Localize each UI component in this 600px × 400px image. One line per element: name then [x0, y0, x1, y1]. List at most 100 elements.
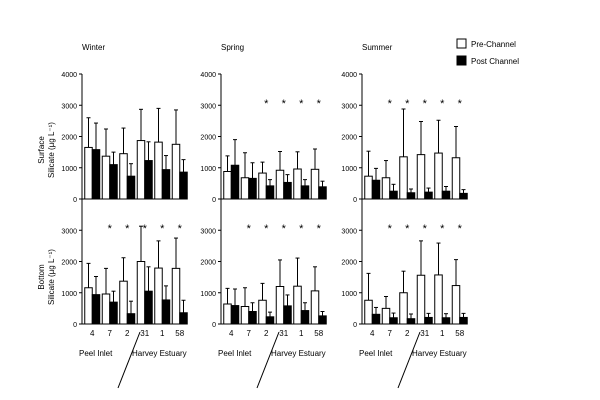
bar-post-spring-surface-4	[300, 185, 310, 200]
region-left-summer-bottom: Peel Inlet	[359, 349, 393, 358]
panel-summer-bottom: 0 1000 2000 3000 4 * 7 * 2 * 31 * 1 * 58 Peel Inlet Harv…	[341, 199, 468, 389]
panel-winter-bottom: 0 1000 2000 3000 4 * 7 * 2 * 31 * 1 * 58 Peel Inlet Harv…	[61, 199, 188, 389]
bar-pre-summer-bottom-4	[434, 274, 443, 325]
sig-spring-bottom-5: *	[317, 223, 322, 235]
y-tick-label-winter-bottom-2: 2000	[61, 260, 77, 267]
bar-pre-winter-surface-2	[119, 153, 128, 200]
y-tick-label-summer-surface-0: 0	[353, 197, 357, 204]
legend-pre-swatch	[456, 38, 467, 49]
y-tick-label-spring-surface-0: 0	[212, 197, 216, 204]
sig-summer-bottom-1: *	[388, 223, 393, 235]
bar-pre-winter-bottom-2	[119, 280, 128, 325]
bar-post-summer-bottom-5	[459, 316, 468, 325]
sig-winter-bottom-1: *	[108, 223, 113, 235]
bar-post-summer-bottom-4	[441, 317, 451, 325]
y-label-bottom-line2: Silicate (µg L⁻¹)	[47, 249, 56, 305]
bar-post-summer-bottom-0	[371, 313, 381, 325]
x-tick-label-winter-bottom-5: 58	[175, 329, 184, 338]
sig-summer-bottom-4: *	[440, 223, 445, 235]
bar-post-spring-bottom-0	[230, 305, 240, 325]
bar-pre-winter-surface-1	[101, 155, 111, 200]
bar-pre-summer-surface-2	[399, 156, 408, 200]
y-tick-label-summer-surface-1: 1000	[341, 166, 357, 173]
bar-post-spring-bottom-4	[300, 310, 310, 325]
bar-post-winter-surface-2	[126, 175, 136, 200]
y-tick-label-summer-surface-4: 4000	[341, 72, 357, 79]
y-label-bottom: Bottom Silicate (µg L⁻¹)	[37, 249, 56, 305]
bar-post-summer-bottom-3	[424, 316, 433, 325]
bar-post-winter-surface-3	[144, 160, 153, 200]
panel-winter-surface: Winter 0 1000 2000 3000 4000	[61, 43, 188, 204]
x-tick-label-summer-bottom-1: 7	[388, 329, 393, 338]
y-tick-label-spring-surface-3: 3000	[200, 103, 216, 110]
x-tick-label-summer-bottom-0: 4	[370, 329, 375, 338]
region-divider-winter-bottom	[117, 331, 141, 389]
bar-pre-spring-bottom-4	[293, 285, 302, 325]
bar-pre-spring-bottom-5	[310, 290, 320, 325]
bar-post-winter-bottom-2	[126, 313, 136, 325]
bar-pre-winter-surface-4	[154, 141, 163, 200]
panel-spring-surface: Spring 0 1000 2000 3000 4000 * * * *	[200, 43, 327, 204]
x-tick-label-winter-bottom-1: 7	[108, 329, 113, 338]
sig-winter-bottom-4: *	[160, 223, 165, 235]
sig-winter-bottom-2: *	[125, 223, 130, 235]
legend-post-label: Post Channel	[471, 57, 519, 66]
bar-pre-spring-bottom-1	[240, 306, 250, 325]
bar-pre-spring-surface-2	[258, 172, 267, 200]
sig-spring-bottom-3: *	[282, 223, 287, 235]
bar-post-summer-surface-0	[371, 179, 381, 200]
bar-pre-spring-bottom-3	[275, 286, 285, 325]
x-tick-label-summer-bottom-4: 1	[440, 329, 445, 338]
bar-pre-winter-bottom-5	[171, 267, 181, 325]
panels: Winter01000200030004000Spring01000200030…	[61, 43, 468, 389]
y-label-bottom-line1: Bottom	[37, 264, 46, 290]
x-tick-label-summer-bottom-3: 31	[420, 329, 429, 338]
sig-spring-bottom-2: *	[264, 223, 269, 235]
y-tick-label-spring-bottom-2: 2000	[200, 260, 216, 267]
y-tick-label-winter-surface-0: 0	[73, 197, 77, 204]
x-tick-label-spring-bottom-1: 7	[247, 329, 252, 338]
region-divider-summer-bottom	[397, 331, 421, 389]
sig-spring-bottom-4: *	[299, 223, 304, 235]
panel-title-winter-surface: Winter	[82, 43, 105, 52]
sig-summer-surface-4: *	[440, 98, 445, 110]
bar-post-summer-bottom-2	[406, 318, 416, 325]
bar-post-summer-surface-2	[406, 192, 416, 200]
x-tick-label-spring-bottom-0: 4	[229, 329, 234, 338]
bar-pre-summer-surface-1	[381, 177, 391, 200]
bar-post-summer-surface-1	[389, 190, 398, 200]
sig-summer-surface-1: *	[388, 98, 393, 110]
sig-winter-bottom-5: *	[178, 223, 183, 235]
bar-post-winter-bottom-4	[161, 299, 171, 325]
region-right-winter-bottom: Harvey Estuary	[132, 349, 187, 358]
sig-spring-surface-2: *	[264, 98, 269, 110]
bar-post-spring-bottom-3	[283, 305, 292, 325]
y-label-surface: Surface Silicate (µg L⁻¹)	[37, 122, 56, 178]
y-tick-label-winter-surface-2: 2000	[61, 135, 77, 142]
bar-pre-summer-bottom-5	[451, 285, 461, 325]
bar-post-winter-surface-5	[179, 171, 188, 200]
x-tick-label-winter-bottom-0: 4	[90, 329, 95, 338]
bar-pre-spring-surface-3	[275, 169, 285, 200]
bar-post-winter-surface-1	[109, 164, 118, 200]
x-tick-label-summer-bottom-5: 58	[455, 329, 464, 338]
bar-post-summer-surface-5	[459, 192, 468, 200]
bar-post-summer-surface-4	[441, 190, 451, 200]
sig-summer-bottom-5: *	[458, 223, 463, 235]
bar-pre-winter-bottom-1	[101, 293, 111, 325]
y-tick-label-summer-surface-3: 3000	[341, 103, 357, 110]
region-right-summer-bottom: Harvey Estuary	[412, 349, 467, 358]
x-tick-label-summer-bottom-2: 2	[405, 329, 410, 338]
y-tick-label-winter-surface-3: 3000	[61, 103, 77, 110]
y-label-surface-line2: Silicate (µg L⁻¹)	[47, 122, 56, 178]
legend-post-swatch	[456, 55, 467, 66]
legend: Pre-Channel Post Channel	[456, 38, 519, 66]
region-left-winter-bottom: Peel Inlet	[79, 349, 113, 358]
y-tick-label-winter-bottom-3: 3000	[61, 228, 77, 235]
y-tick-label-summer-bottom-1: 1000	[341, 291, 357, 298]
panel-summer-surface: Summer 0 1000 2000 3000 4000 * * * * *	[341, 43, 468, 204]
panel-spring-bottom: 0 1000 2000 3000 4 * 7 * 2 * 31 * 1 * 58 Peel Inlet Harv…	[200, 199, 327, 389]
bar-pre-summer-bottom-3	[416, 274, 426, 325]
sig-summer-surface-3: *	[423, 98, 428, 110]
